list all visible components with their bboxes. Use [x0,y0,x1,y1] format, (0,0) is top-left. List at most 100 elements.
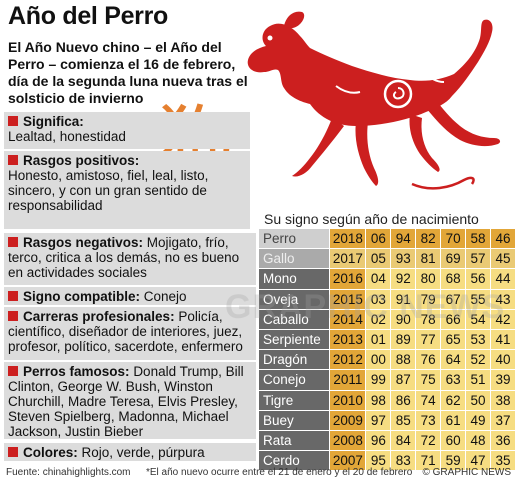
year-cell: 2010 [329,390,366,411]
panel-heading: Signo compatible: [23,289,141,304]
table-row: Rata 2008 96 84 72 60 48 36 [259,430,515,452]
year-suffix-cell: 35 [489,450,515,472]
year-suffix-cell: 93 [390,248,416,270]
year-cell: 2011 [329,369,366,391]
year-cell: 2008 [329,430,366,452]
dog-front-leg [292,118,344,177]
panel-heading: Significa: [23,114,84,129]
year-suffix-cell: 53 [465,329,491,351]
year-suffix-cell: 52 [465,349,491,371]
year-suffix-cell: 59 [440,450,466,472]
year-suffix-cell: 87 [390,369,416,391]
year-suffix-cell: 00 [365,349,391,371]
panel-text: Rojo, verde, púrpura [81,445,205,460]
year-cell: 2009 [329,410,366,431]
bullet-square-icon [8,447,18,457]
bullet-square-icon [8,237,18,247]
panel-heading: Perros famosos: [23,364,130,379]
dog-pattern-3 [335,85,361,94]
year-cell: 2015 [329,289,366,310]
year-suffix-cell: 99 [365,369,391,391]
panel-text: Policía, científico, diseñador de interi… [8,309,243,354]
year-suffix-cell: 46 [489,229,515,250]
panel-significa: Significa: Lealtad, honestidad [4,112,250,149]
footer-source: Fuente: chinahighlights.com [6,467,131,478]
sign-name-cell: Dragón [259,349,330,371]
sign-name-cell: Cerdo [259,450,330,472]
year-suffix-cell: 38 [489,390,515,411]
year-suffix-cell: 89 [390,329,416,351]
bullet-square-icon [8,116,18,126]
dog-hind-leg [426,100,501,147]
year-suffix-cell: 43 [489,289,515,310]
sign-name-cell: Tigre [259,390,330,411]
dog-illustration [247,11,501,190]
year-suffix-cell: 56 [465,268,491,290]
panel-text: Honesto, amistoso, fiel, leal, listo, si… [8,168,209,213]
year-suffix-cell: 68 [440,268,466,290]
panel-signo-compatible: Signo compatible: Conejo [4,287,256,305]
year-suffix-cell: 85 [390,410,416,431]
year-suffix-cell: 36 [489,430,515,452]
panel-text: Mojigato, frío, terco, critica a los dem… [8,235,240,280]
year-suffix-cell: 04 [365,268,391,290]
year-suffix-cell: 74 [415,390,441,411]
panel-perros-famosos: Perros famosos: Donald Trump, Bill Clint… [4,362,256,439]
year-suffix-cell: 50 [465,390,491,411]
sign-name-cell: Conejo [259,369,330,391]
table-row: Serpiente 2013 01 89 77 65 53 41 [259,329,515,351]
sign-name-cell: Rata [259,430,330,452]
table-title: Su signo según año de nacimiento [264,211,479,227]
year-suffix-cell: 71 [415,450,441,472]
year-suffix-cell: 72 [415,430,441,452]
year-suffix-cell: 95 [365,450,391,472]
year-suffix-cell: 41 [489,329,515,351]
year-suffix-cell: 55 [465,289,491,310]
year-suffix-cell: 44 [489,268,515,290]
year-suffix-cell: 80 [415,268,441,290]
dog-pattern-2 [439,51,461,60]
year-suffix-cell: 94 [390,229,416,250]
year-suffix-cell: 91 [390,289,416,310]
year-cell: 2014 [329,309,366,330]
panel-heading: Carreras profesionales: [23,309,175,324]
footer-note: *El año nuevo ocurre entre el 21 de ener… [146,467,413,478]
year-suffix-cell: 49 [465,410,491,431]
year-suffix-cell: 47 [465,450,491,472]
dog-hind-leg-2 [409,114,440,172]
year-suffix-cell: 77 [415,329,441,351]
year-suffix-cell: 63 [440,369,466,391]
year-suffix-cell: 98 [365,390,391,411]
year-suffix-cell: 73 [415,410,441,431]
year-cell: 2007 [329,450,366,472]
panel-text: Conejo [143,289,187,304]
year-suffix-cell: 92 [390,268,416,290]
year-suffix-cell: 05 [365,248,391,270]
table-row: Tigre 2010 98 86 74 62 50 38 [259,390,515,411]
year-suffix-cell: 02 [365,309,391,330]
table-row: Cerdo 2007 95 83 71 59 47 35 [259,450,515,472]
sign-name-cell: Mono [259,268,330,290]
year-suffix-cell: 75 [415,369,441,391]
panel-text: Lealtad, honestidad [8,129,126,144]
year-suffix-cell: 54 [465,309,491,330]
year-suffix-cell: 37 [489,410,515,431]
year-suffix-cell: 01 [365,329,391,351]
year-suffix-cell: 86 [390,390,416,411]
sign-name-cell: Gallo [259,248,330,270]
page-title: Año del Perro [8,2,169,30]
year-suffix-cell: 62 [440,390,466,411]
bullet-square-icon [8,291,18,301]
year-cell: 2017 [329,248,366,270]
year-suffix-cell: 61 [440,410,466,431]
year-suffix-cell: 64 [440,349,466,371]
bullet-square-icon [8,311,18,321]
year-suffix-cell: 83 [390,450,416,472]
panel-heading: Rasgos negativos: [23,235,144,250]
dog-tail-swirl [411,176,475,190]
panel-colores: Colores: Rojo, verde, púrpura [4,443,256,461]
year-suffix-cell: 03 [365,289,391,310]
year-cell: 2016 [329,268,366,290]
dog-spiral-inner [392,87,405,100]
year-suffix-cell: 45 [489,248,515,270]
